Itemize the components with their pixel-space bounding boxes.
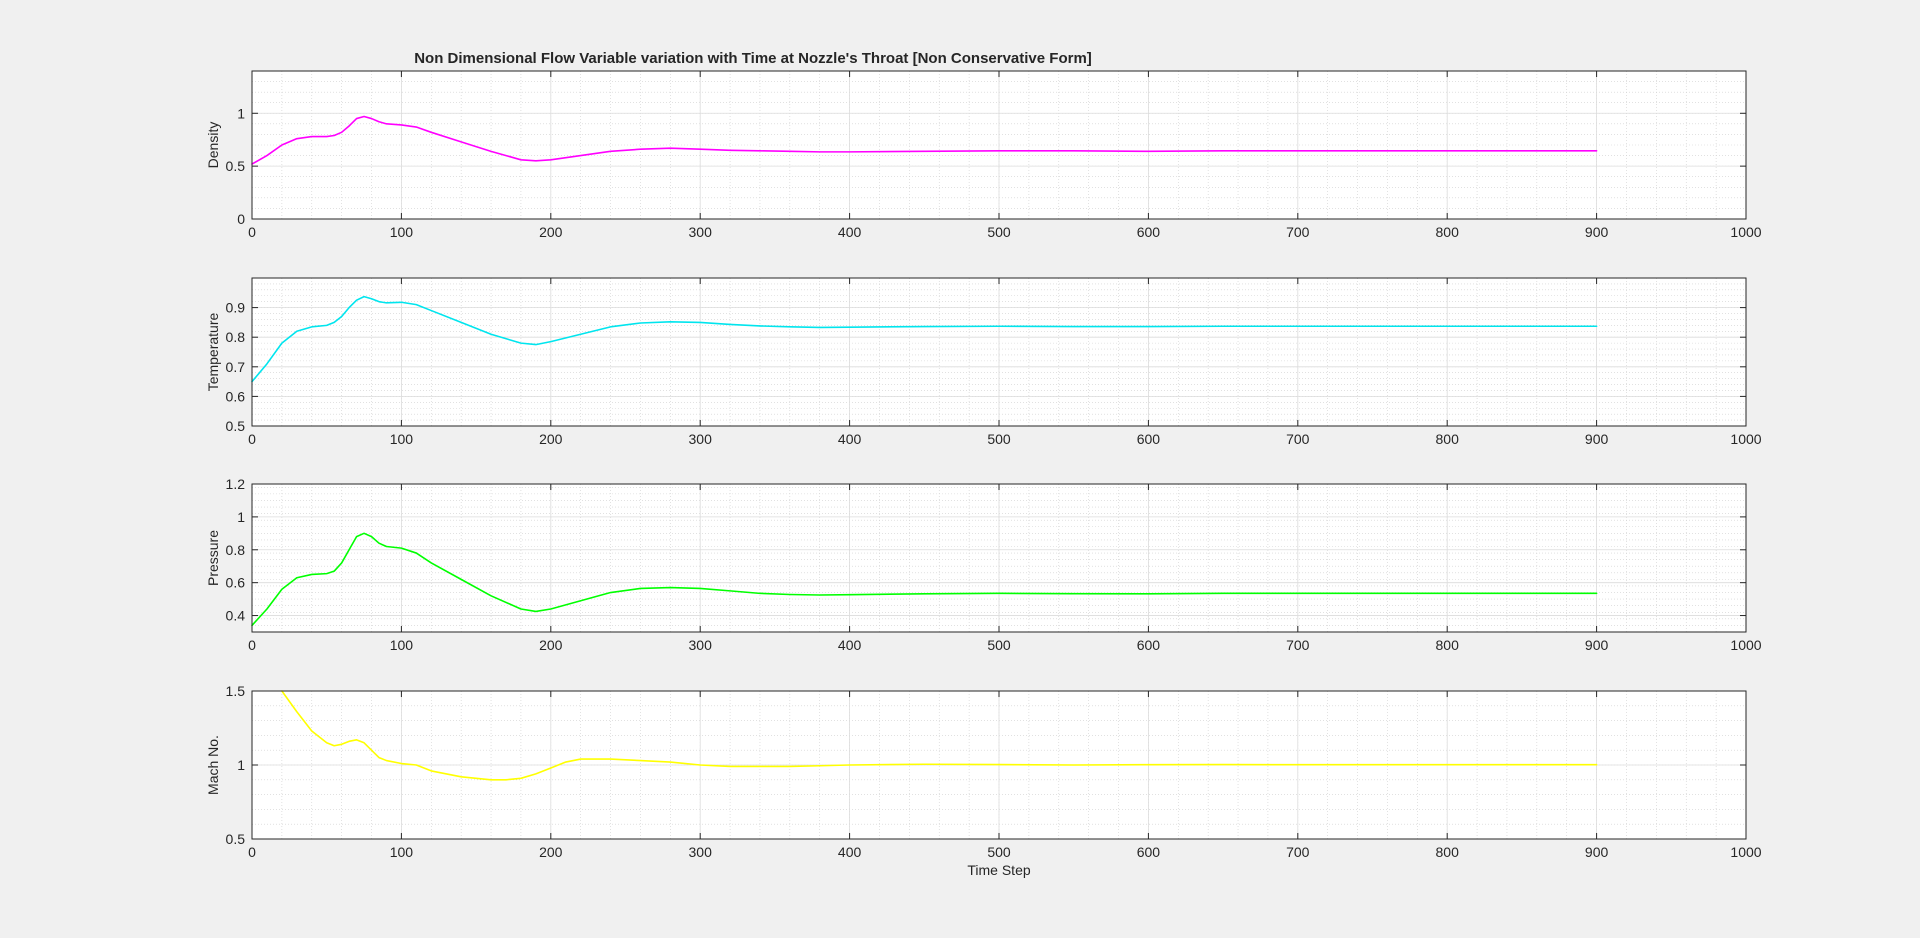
y-tick-label: 0.9 bbox=[226, 300, 246, 316]
y-axis-label: Density bbox=[205, 122, 221, 169]
y-tick-label: 0.5 bbox=[226, 418, 246, 434]
x-tick-label: 1000 bbox=[1730, 224, 1761, 240]
x-tick-label: 200 bbox=[539, 431, 563, 447]
axes-layer: 0 100 200 300 400 500 600 700 800 900 100000.51Den… bbox=[205, 70, 1762, 878]
x-tick-label: 500 bbox=[987, 844, 1011, 860]
x-tick-label: 300 bbox=[689, 431, 713, 447]
x-tick-label: 600 bbox=[1137, 844, 1161, 860]
x-tick-label: 600 bbox=[1137, 224, 1161, 240]
subplot-1: 0 100 200 300 400 500 600 700 800 900 1000 0 0.5 1 Den… bbox=[205, 70, 1762, 240]
x-tick-label: 0 bbox=[248, 844, 256, 860]
x-tick-label: 400 bbox=[838, 844, 862, 860]
x-tick-label: 0 bbox=[248, 637, 256, 653]
subplot-3: 0 100 200 300 400 500 600 700 800 900 1000 0.4 0.6 0.… bbox=[205, 476, 1762, 653]
y-tick-label: 0.4 bbox=[226, 608, 246, 624]
x-tick-label: 400 bbox=[838, 637, 862, 653]
x-tick-label: 900 bbox=[1585, 431, 1609, 447]
x-tick-label: 700 bbox=[1286, 431, 1310, 447]
x-tick-label: 600 bbox=[1137, 637, 1161, 653]
x-tick-label: 200 bbox=[539, 637, 563, 653]
series-line-1 bbox=[251, 115, 1598, 165]
x-tick-label: 900 bbox=[1585, 637, 1609, 653]
x-tick-label: 200 bbox=[539, 844, 563, 860]
series-line-1 bbox=[251, 295, 1598, 383]
x-tick-label: 700 bbox=[1286, 844, 1310, 860]
x-tick-label: 0 bbox=[248, 431, 256, 447]
y-tick-label: 1.2 bbox=[226, 476, 246, 492]
x-tick-label: 0 bbox=[248, 224, 256, 240]
subplot-4: 0 100 200 300 400 500 600 700 800 900 1000 0.5 1 1.5 M… bbox=[205, 683, 1762, 878]
x-tick-label: 500 bbox=[987, 637, 1011, 653]
y-tick-label: 0.5 bbox=[226, 158, 246, 174]
x-tick-label: 700 bbox=[1286, 637, 1310, 653]
y-tick-label: 1 bbox=[237, 509, 245, 525]
x-tick-label: 400 bbox=[838, 431, 862, 447]
figure-title: Non Dimensional Flow Variable variation … bbox=[414, 50, 1092, 67]
y-tick-label: 1.5 bbox=[226, 683, 246, 699]
series-line-1 bbox=[251, 532, 1598, 627]
y-tick-label: 0.6 bbox=[226, 388, 246, 404]
x-tick-label: 100 bbox=[390, 431, 414, 447]
x-tick-label: 500 bbox=[987, 224, 1011, 240]
x-tick-label: 1000 bbox=[1730, 637, 1761, 653]
y-tick-label: 0 bbox=[237, 211, 245, 227]
x-tick-label: 1000 bbox=[1730, 431, 1761, 447]
x-tick-label: 100 bbox=[390, 637, 414, 653]
y-axis-label: Temperature bbox=[205, 312, 221, 391]
x-tick-label: 300 bbox=[689, 637, 713, 653]
x-tick-label: 100 bbox=[390, 844, 414, 860]
x-tick-label: 400 bbox=[838, 224, 862, 240]
x-tick-label: 900 bbox=[1585, 844, 1609, 860]
x-tick-label: 100 bbox=[390, 224, 414, 240]
x-axis-label: Time Step bbox=[967, 862, 1030, 878]
y-axis-label: Mach No. bbox=[205, 735, 221, 795]
y-tick-label: 0.6 bbox=[226, 575, 246, 591]
y-axis-label: Pressure bbox=[205, 530, 221, 586]
x-tick-label: 1000 bbox=[1730, 844, 1761, 860]
x-tick-label: 300 bbox=[689, 224, 713, 240]
x-tick-label: 300 bbox=[689, 844, 713, 860]
x-tick-label: 200 bbox=[539, 224, 563, 240]
y-tick-label: 0.8 bbox=[226, 542, 246, 558]
x-tick-label: 900 bbox=[1585, 224, 1609, 240]
x-tick-label: 700 bbox=[1286, 224, 1310, 240]
y-tick-label: 0.5 bbox=[226, 831, 246, 847]
x-tick-label: 800 bbox=[1436, 844, 1460, 860]
x-tick-label: 600 bbox=[1137, 431, 1161, 447]
y-tick-label: 0.7 bbox=[226, 359, 246, 375]
subplot-2: 0 100 200 300 400 500 600 700 800 900 1000 0.5 0.6 0.… bbox=[205, 277, 1762, 447]
y-tick-label: 1 bbox=[237, 105, 245, 121]
x-tick-label: 800 bbox=[1436, 431, 1460, 447]
y-tick-label: 0.8 bbox=[226, 329, 246, 345]
x-tick-label: 800 bbox=[1436, 637, 1460, 653]
x-tick-label: 500 bbox=[987, 431, 1011, 447]
y-tick-label: 1 bbox=[237, 757, 245, 773]
series-line-1 bbox=[281, 690, 1598, 781]
x-tick-label: 800 bbox=[1436, 224, 1460, 240]
